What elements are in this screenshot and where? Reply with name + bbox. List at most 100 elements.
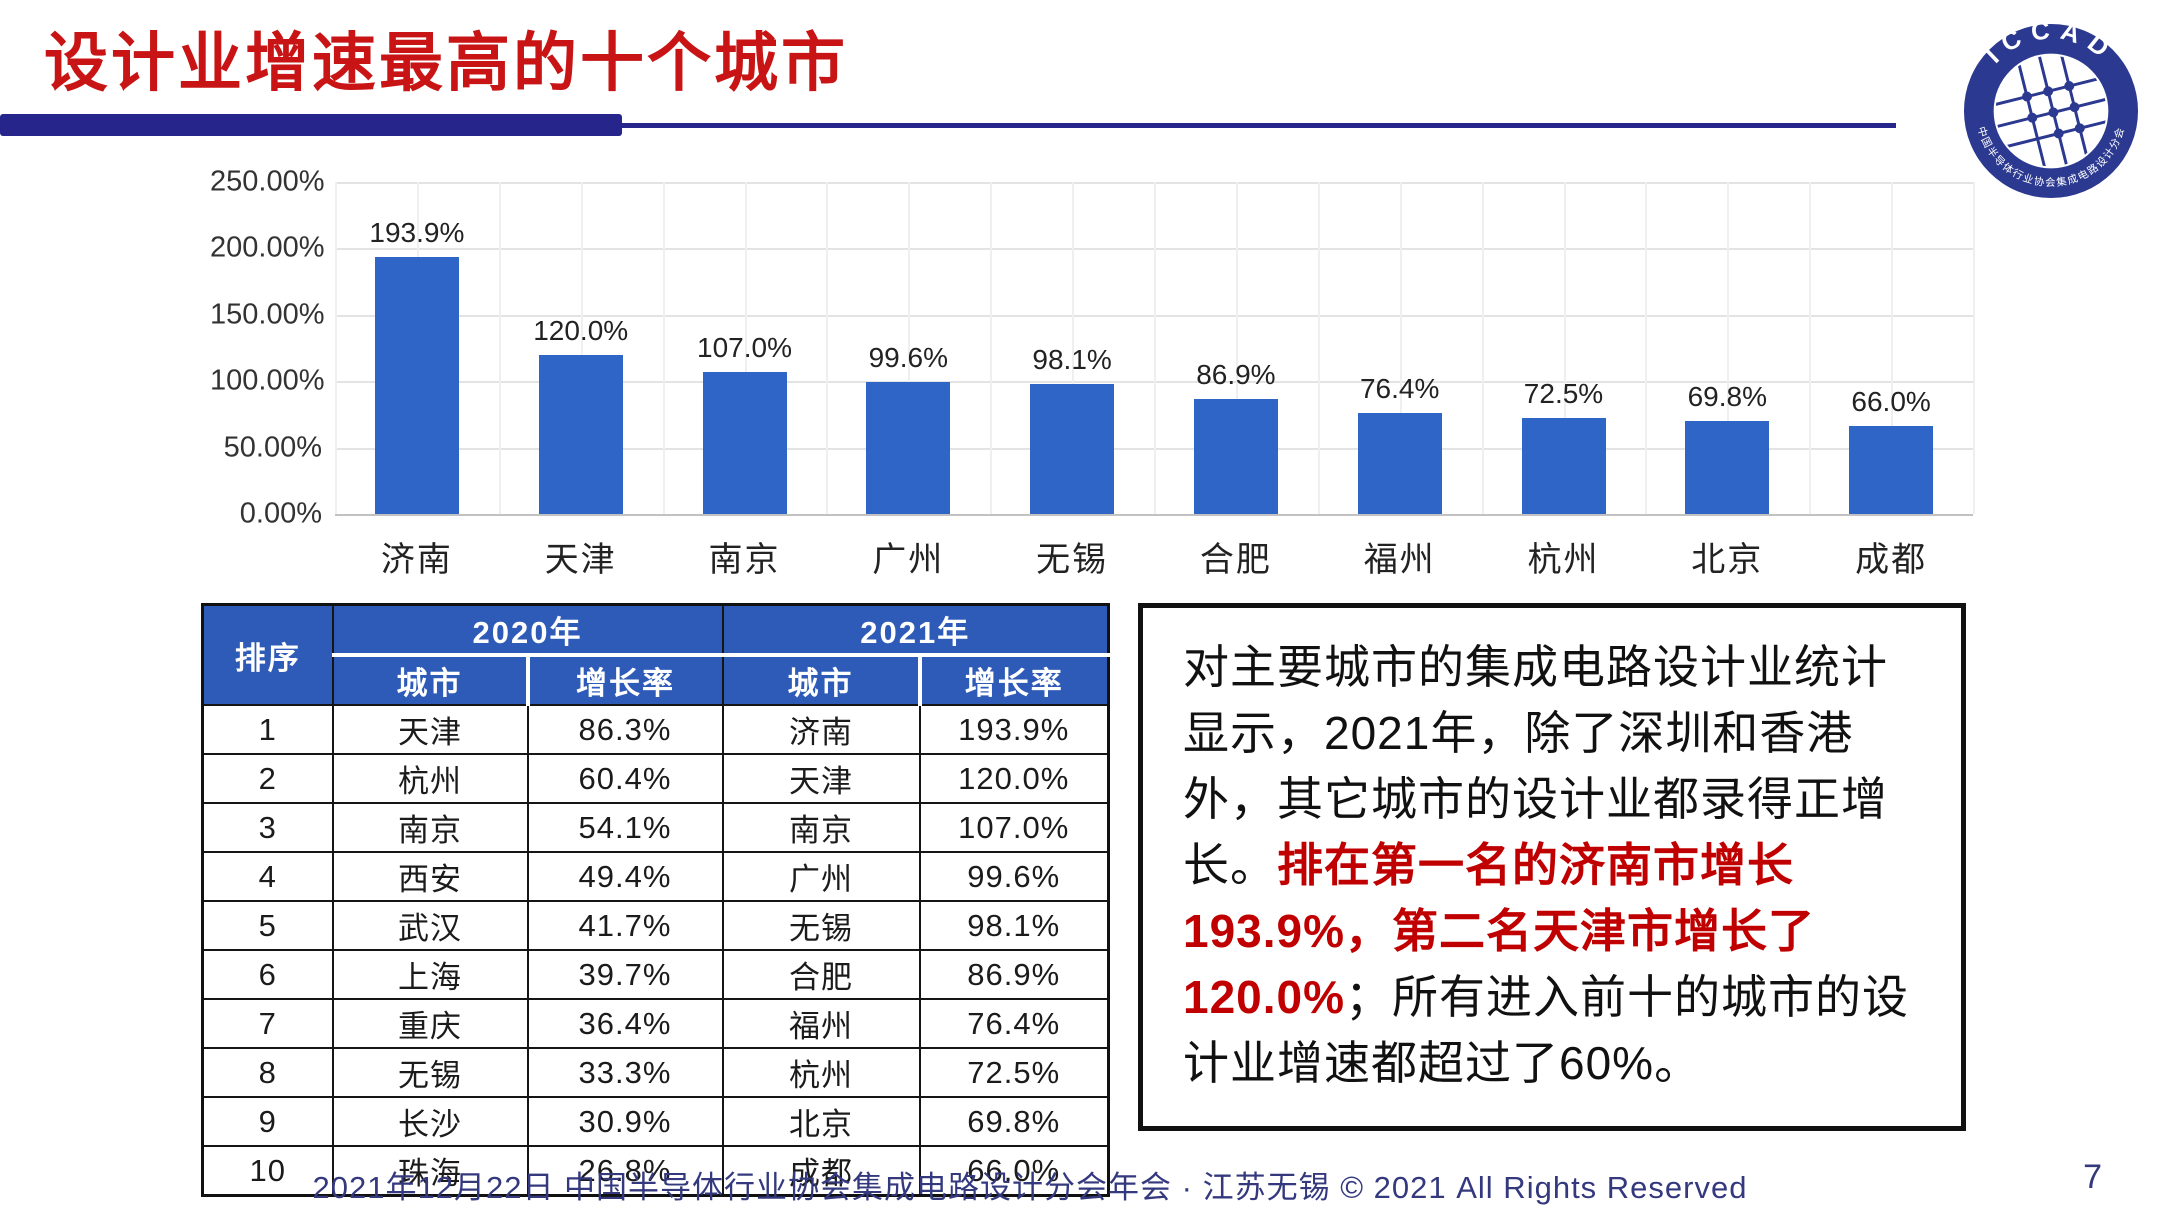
table-cell: 6 [201,949,334,1000]
bar [538,354,623,514]
table-cell: 99.6% [918,851,1110,902]
gridline [1973,182,1975,514]
table-cell: 72.5% [918,1047,1110,1098]
bar [1685,421,1770,514]
gridline [1154,182,1156,514]
table-row: 2 杭州 60.4% 天津 120.0% [201,753,1110,804]
gridline [335,182,337,514]
gridline [826,182,829,514]
table-row: 8 无锡 33.3% 杭州 72.5% [201,1047,1110,1098]
page-title: 设计业增速最高的十个城市 [44,27,848,99]
table-cell: 36.4% [526,998,724,1049]
gridline [1809,182,1812,514]
table-cell: 杭州 [331,753,529,804]
gridline [908,182,911,514]
summary-text-black-1: 对主要城市的集成电路设计业统计显示，2021年，除了深圳和香港外，其它城市的设计… [1183,641,1888,891]
bar [1521,417,1606,514]
bar-value-label: 66.0% [1851,386,1931,418]
x-axis-label: 福州 [1363,541,1436,579]
gridline [990,182,993,514]
table-cell: 10 [201,1145,334,1197]
gridline [1891,182,1894,514]
table-cell: 49.4% [526,851,724,902]
table-header-2021: 2021年 [721,603,1110,656]
bar-value-label: 76.4% [1359,372,1440,404]
bar [374,256,459,514]
bar-value-label: 120.0% [533,314,629,346]
table-header-2020: 2020年 [331,603,724,656]
table-cell: 上海 [331,949,529,1000]
table-cell: 长沙 [331,1096,529,1147]
table-cell: 98.1% [918,900,1110,951]
gridline [1235,182,1238,514]
table-cell: 8 [201,1047,334,1098]
table-cell: 杭州 [721,1047,921,1098]
table-row: 7 重庆 36.4% 福州 76.4% [201,998,1110,1049]
table-row: 9 长沙 30.9% 北京 69.8% [201,1096,1110,1147]
title-underline-thick [0,114,622,136]
table-cell: 成都 [721,1145,921,1197]
table-cell: 26.8% [526,1145,724,1197]
gridline [1727,182,1730,514]
table-cell: 107.0% [918,802,1110,853]
table-cell: 30.9% [526,1096,724,1147]
table-cell: 珠海 [331,1145,529,1197]
bar-value-label: 193.9% [369,216,465,248]
table-cell: 武汉 [331,900,529,951]
table-cell: 86.3% [526,704,724,755]
gridline [1317,182,1320,514]
table-cell: 86.9% [918,949,1110,1000]
table-cell: 7 [201,998,334,1049]
x-axis-label: 天津 [544,541,617,579]
gridline [1481,182,1484,514]
table-subheader-city-2021: 城市 [721,653,921,706]
table-row: 10 珠海 26.8% 成都 66.0% [201,1145,1110,1197]
table-row: 4 西安 49.4% 广州 99.6% [201,851,1110,902]
table-cell: 合肥 [721,949,921,1000]
bar-chart: 250.00% 200.00% 150.00% 100.00% 50.00% 0.00% 1… [210,160,2000,590]
table-cell: 济南 [721,704,921,755]
title-underline-thin [622,123,1896,128]
x-axis-label: 成都 [1855,541,1928,579]
table-cell: 重庆 [331,998,529,1049]
table-cell: 天津 [721,753,921,804]
table-cell: 西安 [331,851,529,902]
iccad-logo: ICCAD 中国半导体行业协会集成电路设计分会 [1963,22,2139,199]
bar-value-label: 99.6% [868,341,948,373]
summary-text-black-2: ；所有进入前十的城市的设计业增速都超过了60%。 [1183,971,1910,1089]
table-cell: 33.3% [526,1047,724,1098]
table-cell: 4 [201,851,334,902]
x-axis-label: 南京 [708,541,781,579]
table-cell: 66.0% [918,1145,1110,1197]
table-subheader-city-2020: 城市 [331,653,529,706]
y-axis-tick-label: 100.00% [210,364,325,397]
table-cell: 无锡 [721,900,921,951]
y-axis-tick-label: 200.00% [210,231,325,264]
table-cell: 9 [201,1096,334,1147]
y-axis-tick-label: 150.00% [210,298,325,331]
table-cell: 3 [201,802,334,853]
y-axis-tick-label: 0.00% [239,497,322,530]
y-axis-tick-label: 50.00% [223,431,322,464]
bar-value-label: 86.9% [1196,358,1276,390]
bar-value-label: 72.5% [1523,377,1604,409]
bar [1193,398,1278,514]
bar [1357,412,1442,514]
x-axis-label: 济南 [380,541,453,579]
table-cell: 广州 [721,851,921,902]
gridline [498,182,501,514]
table-cell: 南京 [721,802,921,853]
gridline [744,182,747,514]
table-cell: 2 [201,753,334,804]
gridline [662,182,665,514]
table-cell: 北京 [721,1096,921,1147]
table-cell: 120.0% [918,753,1110,804]
summary-textbox: 对主要城市的集成电路设计业统计显示，2021年，除了深圳和香港外，其它城市的设计… [1138,603,1966,1131]
x-axis-label: 无锡 [1036,541,1109,579]
bar [1849,426,1934,514]
table-cell: 39.7% [526,949,724,1000]
summary-text-red: 排在第一名的济南市增长193.9%，第二名天津市增长了120.0% [1183,839,1816,1023]
table-row: 6 上海 39.7% 合肥 86.9% [201,949,1110,1000]
table-cell: 193.9% [918,704,1110,755]
